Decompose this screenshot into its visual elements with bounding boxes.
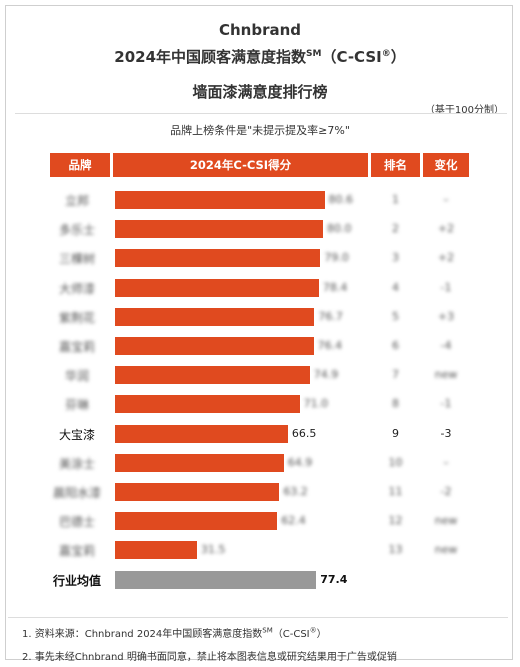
- score-bar: [115, 191, 325, 209]
- brand-label: 华润: [64, 369, 89, 384]
- brand-label: 大宝漆: [58, 427, 95, 442]
- score-bar: [115, 278, 319, 297]
- rank-value: 11: [388, 485, 403, 498]
- chart-title-line1: 2024年中国顾客满意度指数SM（C-CSI®）: [0, 42, 520, 69]
- score-bar: [115, 249, 321, 268]
- change-value: new: [434, 543, 458, 557]
- score-value: 31.5: [200, 543, 226, 557]
- score-value: 76.4: [317, 339, 343, 352]
- score-value: 64.9: [287, 455, 313, 469]
- listing-condition: 品牌上榜条件是"未提示提及率≥7%": [170, 124, 350, 137]
- source-text: 1. 资料来源：Chnbrand 2024年中国顾客满意度指数: [22, 629, 263, 640]
- change-value: -4: [440, 339, 452, 352]
- score-value: 80.0: [327, 222, 352, 236]
- average-label: 行业均值: [52, 573, 101, 588]
- score-bar: [115, 307, 315, 326]
- score-bar: [115, 541, 197, 560]
- brand-label: 紫荆花: [58, 310, 95, 325]
- rank-value: 7: [392, 368, 399, 382]
- change-value: +2: [437, 251, 455, 265]
- source-reg-mark: ®: [309, 626, 317, 635]
- title-ccsi: （C-CSI: [321, 48, 382, 66]
- usage-note: 2. 事先未经Chnbrand 明确书面同意，禁止将本图表信息或研究结果用于广告…: [22, 652, 397, 663]
- brand-label: 嘉宝莉: [58, 544, 95, 559]
- score-bar: [115, 366, 310, 385]
- footer-divider: [8, 617, 508, 618]
- source-sm-mark: SM: [262, 626, 273, 635]
- title-block: Chnbrand 2024年中国顾客满意度指数SM（C-CSI®） 墙面漆满意度…: [0, 20, 520, 103]
- score-bar: [115, 512, 278, 531]
- title-reg-mark: ®: [381, 49, 391, 59]
- change-value: new: [434, 514, 458, 528]
- brand-label: 三棵树: [58, 252, 95, 267]
- column-header-rank: 排名: [371, 153, 420, 177]
- rank-value: 3: [392, 251, 399, 265]
- score-value: 63.2: [283, 485, 308, 498]
- scale-basis: （基于100分制）: [424, 105, 504, 116]
- brand-label: 巴德士: [58, 515, 95, 530]
- title-text: 2024年中国顾客满意度指数: [114, 48, 307, 66]
- rank-value: 13: [388, 543, 403, 557]
- title-divider: [15, 113, 507, 114]
- brand-name: Chnbrand: [218, 21, 302, 39]
- rank-value: 2: [392, 222, 399, 236]
- change-value: +3: [437, 309, 455, 323]
- chart-frame: [5, 5, 513, 660]
- rank-value: 4: [392, 280, 399, 294]
- rank-value: 12: [388, 514, 403, 528]
- average-bar: [115, 570, 317, 589]
- score-bar: [115, 337, 314, 355]
- score-bar: [115, 453, 284, 472]
- change-value: -1: [440, 280, 452, 294]
- score-value: 62.4: [281, 514, 306, 528]
- source-ccsi: （C-CSI: [272, 629, 310, 640]
- rank-value: 8: [392, 397, 399, 411]
- change-value: -3: [440, 426, 452, 440]
- score-value: 78.4: [322, 280, 348, 294]
- brand-label: 多乐士: [58, 223, 95, 238]
- score-bar: [115, 395, 300, 414]
- change-value: +2: [437, 222, 455, 236]
- rank-value: 6: [392, 339, 399, 352]
- score-value: 76.7: [318, 309, 343, 323]
- score-value: 79.0: [324, 251, 349, 265]
- brand-label: 大师漆: [58, 281, 95, 296]
- rank-value: 10: [388, 455, 403, 469]
- change-value: –: [443, 455, 449, 469]
- brand-label: 美涂士: [58, 456, 95, 471]
- chart-title-line2: 墙面漆满意度排行榜: [192, 83, 328, 101]
- source-note: 1. 资料来源：Chnbrand 2024年中国顾客满意度指数SM（C-CSI®…: [22, 625, 327, 640]
- score-value: 66.5: [291, 426, 317, 440]
- change-value: new: [434, 368, 458, 382]
- brand-label: 晨阳水漆: [52, 486, 101, 500]
- change-value: -2: [440, 485, 452, 498]
- column-header-change: 变化: [423, 153, 469, 177]
- rank-value: 1: [392, 193, 399, 206]
- score-value: 71.0: [303, 397, 329, 411]
- score-bar: [115, 220, 323, 239]
- brand-label: 立邦: [64, 194, 89, 208]
- source-close: ）: [316, 629, 327, 640]
- score-value: 80.6: [328, 193, 354, 206]
- column-header-score: 2024年C-CSI得分: [113, 153, 368, 177]
- average-value: 77.4: [320, 572, 348, 586]
- score-value: 74.9: [313, 368, 339, 382]
- rank-value: 9: [392, 426, 399, 440]
- change-value: -1: [440, 397, 452, 411]
- brand-label: 嘉宝莉: [58, 340, 95, 354]
- brand-label: 芬琳: [64, 398, 89, 413]
- title-close: ）: [390, 48, 406, 66]
- change-value: –: [443, 193, 449, 206]
- score-bar: [115, 424, 288, 443]
- rank-value: 5: [392, 309, 399, 323]
- title-sm-mark: SM: [306, 49, 322, 59]
- score-bar: [115, 483, 280, 501]
- column-header-brand: 品牌: [50, 153, 110, 177]
